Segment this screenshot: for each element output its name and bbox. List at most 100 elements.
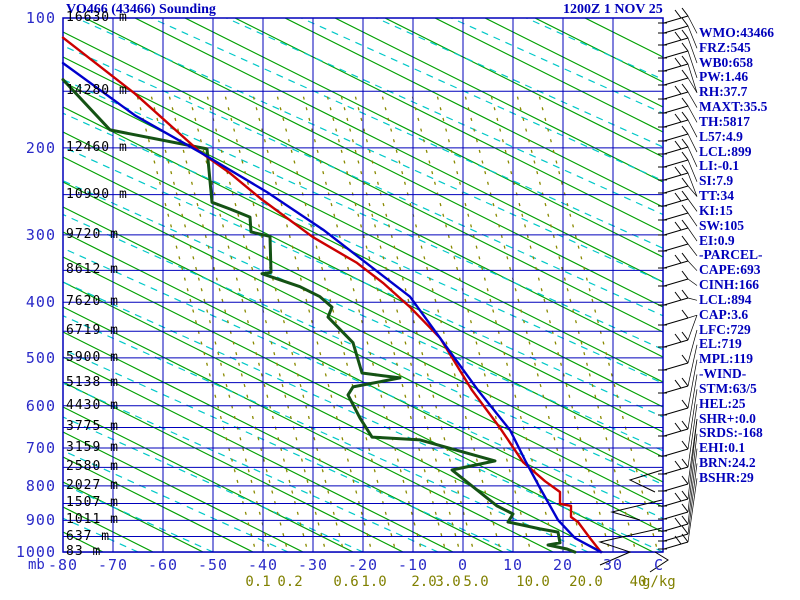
temperature-tick-label: -60: [147, 556, 179, 574]
moist-adiabat-line: [63, 112, 663, 384]
mixing-ratio-line: [489, 89, 611, 552]
temperature-tick-label: -50: [197, 556, 229, 574]
parameter-item: KI:15: [699, 202, 733, 218]
wind-barb-feather: [681, 515, 689, 525]
barb-leader-line: [687, 212, 698, 227]
barb-leader-line: [687, 297, 698, 301]
barb-leader-line: [687, 91, 698, 108]
temperature-tick-label: -20: [347, 556, 379, 574]
barb-leader-line: [687, 463, 698, 535]
mixing-ratio-label: 20.0: [569, 574, 603, 590]
wind-barb-feather: [681, 420, 689, 430]
parameter-item: TH:5817: [699, 113, 751, 129]
altitude-label: 3775 m: [66, 419, 119, 435]
moist-adiabat-line: [63, 281, 663, 552]
barb-leader-line: [687, 478, 698, 543]
dry-adiabat-line: [63, 356, 454, 552]
wind-barb-feather: [674, 166, 682, 176]
wind-barb-staff: [663, 159, 689, 168]
wind-barb-feather: [681, 125, 689, 135]
parameter-item: -PARCEL-: [699, 247, 763, 263]
parameter-item: SHR+:0.0: [699, 410, 756, 426]
dry-adiabat-line: [63, 431, 304, 552]
barb-leader-line: [687, 185, 698, 197]
altitude-label: 637 m: [66, 528, 111, 544]
parameter-item: CAPE:693: [699, 262, 761, 278]
wind-barb-staff: [663, 541, 689, 550]
wind-barb-feather: [681, 533, 689, 543]
wind-barb-staff: [663, 227, 689, 236]
pressure-tick-label: 200: [25, 138, 56, 157]
wind-barb-staff: [663, 483, 689, 492]
altitude-label: 3159 m: [66, 439, 119, 455]
barb-leader-line: [687, 198, 698, 212]
wind-barb-staff: [663, 523, 689, 532]
wind-barb-column: [598, 7, 698, 573]
parameter-item: CINH:166: [699, 277, 759, 293]
wind-barb-feather: [681, 440, 689, 450]
barb-leader-line: [687, 389, 698, 450]
wind-barb-feather: [681, 354, 689, 364]
temperature-tick-label: -40: [247, 556, 279, 574]
temperature-tick-label: 10: [502, 556, 524, 574]
parameter-item: BSHR:29: [699, 469, 754, 485]
altitude-label: 6719 m: [66, 323, 119, 339]
moist-adiabat-line: [151, 18, 663, 249]
pressure-tick-label: 300: [25, 225, 56, 244]
wind-barb-feather: [681, 490, 689, 500]
altitude-label: 2580 m: [66, 459, 119, 475]
dry-adiabat-line: [63, 181, 663, 483]
wind-barb-staff: [663, 185, 689, 194]
parameter-item: PW:1.46: [699, 69, 749, 85]
wind-barb-staff: [663, 212, 689, 221]
mixing-unit-label: g/kg: [642, 574, 676, 590]
pressure-tick-label: 100: [25, 9, 56, 27]
mixing-ratio-label: 1.0: [361, 574, 387, 590]
temperature-tick-label: 20: [552, 556, 574, 574]
barb-leader-line: [687, 448, 698, 525]
moist-adiabat-line: [301, 18, 663, 182]
parameter-item: HEL:25: [699, 395, 746, 411]
temperature-tick-label: -80: [47, 556, 79, 574]
wind-barb-feather: [681, 204, 689, 214]
parameter-panel: WMO:43466 FRZ:545 WB0:658 PW:1.46 RH:37.7 MAX…: [699, 25, 799, 486]
barb-leader-line: [687, 146, 698, 168]
dry-adiabat-line: [63, 406, 354, 552]
wind-barb-staff: [663, 278, 689, 287]
surface-wind-barb: [610, 499, 663, 521]
parameter-item: LFC:729: [699, 321, 751, 337]
wind-barb-staff: [663, 339, 689, 348]
altitude-label: 1011 m: [66, 512, 119, 528]
wind-barb-feather: [681, 219, 689, 229]
wind-barb-feather: [681, 331, 689, 341]
wind-barb-staff: [663, 317, 689, 326]
wind-barb-feather: [674, 460, 682, 470]
wind-barb-staff: [663, 448, 689, 457]
moist-adiabat-line: [63, 213, 663, 486]
parameter-item: -WIND-: [699, 366, 747, 382]
mixing-ratio-label: 0.6: [333, 574, 359, 590]
parameter-item: LI:-0.1: [699, 158, 740, 174]
parameter-item: L57:4.9: [699, 128, 743, 144]
barb-leader-line: [687, 315, 698, 341]
altitude-label: 7620 m: [66, 294, 119, 310]
wind-barb-feather: [681, 525, 689, 535]
wind-barb-feather: [681, 190, 689, 200]
parameter-item: SW:105: [699, 217, 745, 233]
temperature-tick-label: -70: [97, 556, 129, 574]
dry-adiabat-line: [63, 256, 654, 552]
parameter-item: EI:0.9: [699, 232, 735, 248]
wind-barb-staff: [663, 63, 689, 72]
wind-barb-staff: [663, 105, 689, 114]
pressure-tick-label: 400: [25, 293, 56, 312]
temperature-unit-label: C: [654, 556, 664, 574]
altitude-label: 9720 m: [66, 226, 119, 242]
chart-title: VO466 (43466) Sounding: [66, 2, 216, 17]
barb-leader-line: [687, 15, 698, 34]
wind-barb-feather: [674, 333, 682, 343]
wind-barb-feather: [674, 140, 682, 150]
barb-leader-line: [687, 433, 698, 513]
barb-leader-line: [687, 344, 698, 387]
altitude-label: 5900 m: [66, 349, 119, 365]
